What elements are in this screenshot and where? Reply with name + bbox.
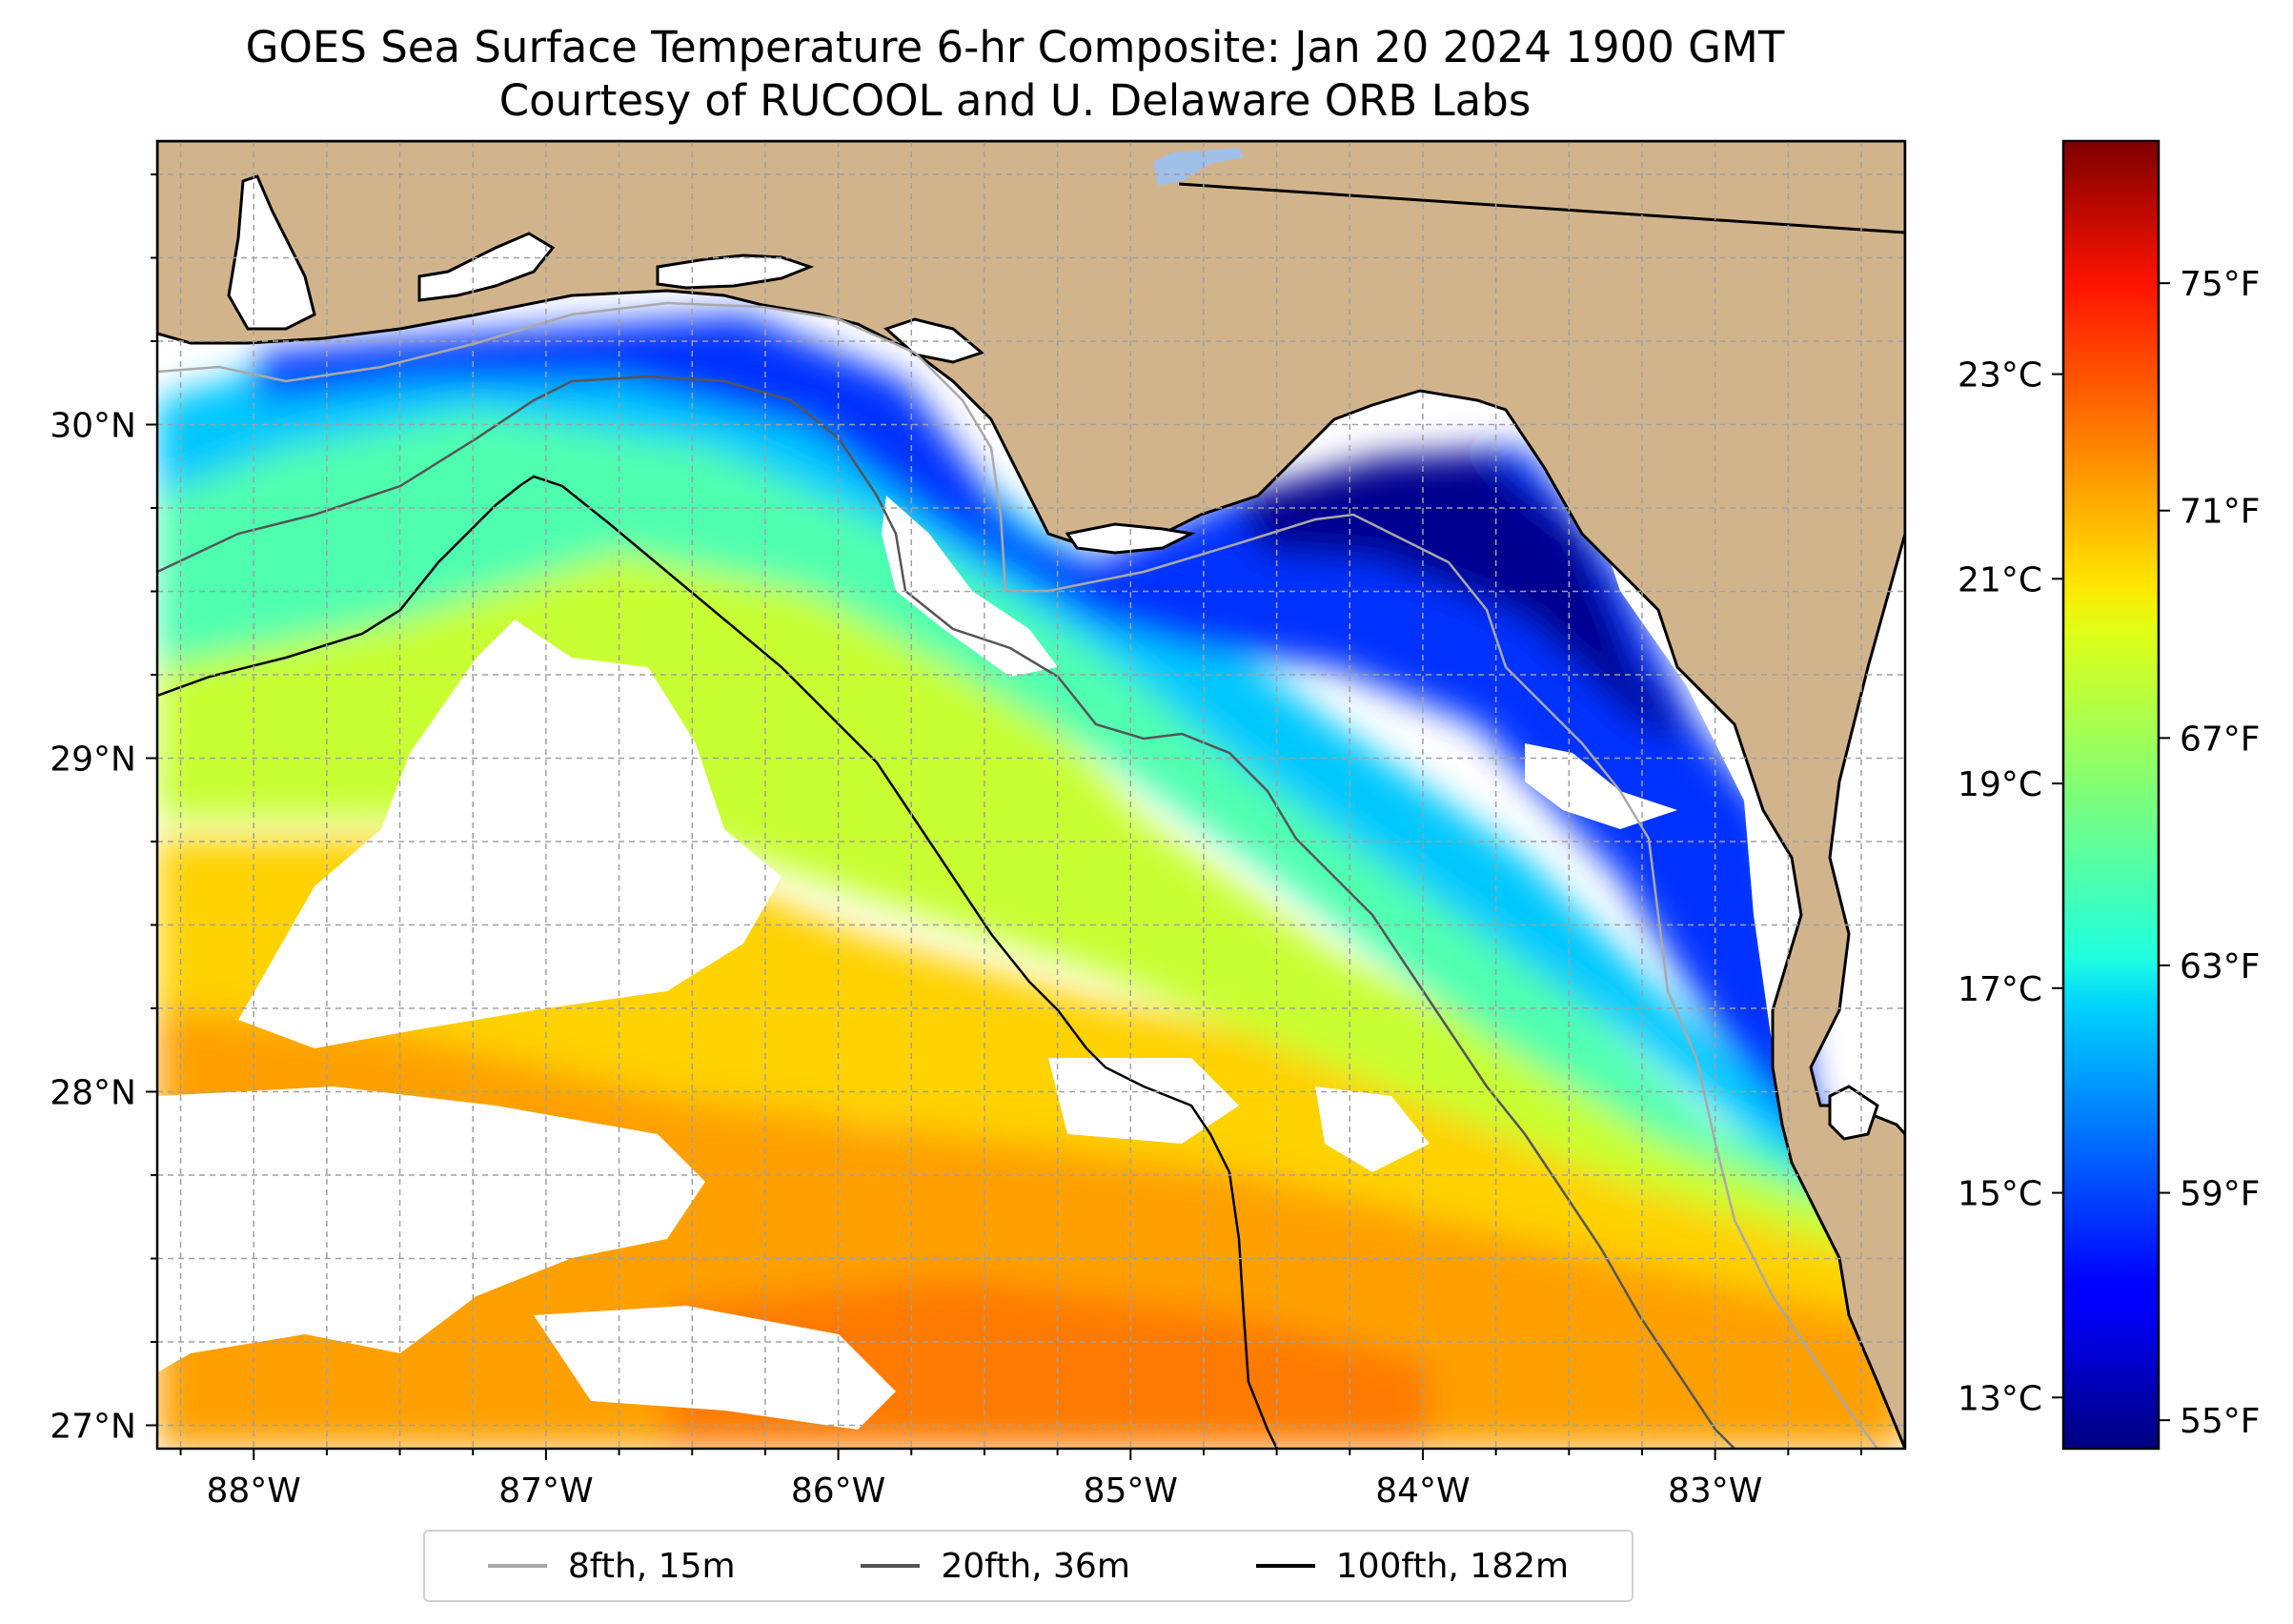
lon-tick-label: 87°W [498, 1472, 593, 1511]
no-data-patch-bigbend [1525, 743, 1677, 829]
map-area [157, 141, 1905, 1449]
no-data-patch-southwest [157, 1086, 705, 1372]
colorbar-f-label: 71°F [2180, 493, 2261, 532]
state-boundary [1178, 182, 1905, 234]
colorbar-f-label: 75°F [2180, 265, 2261, 304]
legend-swatch-20fth [861, 1564, 921, 1568]
legend-label-100fth: 100fth, 182m [1335, 1546, 1570, 1586]
no-data-patch-south [534, 1306, 896, 1430]
no-data-patch-central [1048, 1058, 1239, 1144]
lat-tick-label: 27°N [50, 1408, 136, 1447]
lon-tick-label: 84°W [1375, 1472, 1470, 1511]
colorbar-celsius-ticks: 13°C 15°C 17°C 19°C 21°C 23°C [1958, 356, 2063, 1418]
lon-tick-label: 85°W [1084, 1472, 1178, 1511]
legend-label-8fth: 8fth, 15m [567, 1546, 736, 1586]
lat-tick-label: 30°N [50, 407, 136, 446]
lon-tick-label: 88°W [207, 1472, 301, 1511]
map-title: GOES Sea Surface Temperature 6-hr Compos… [245, 22, 1785, 72]
sst-cyan-band [157, 362, 1905, 1229]
isobath-legend: 8fth, 15m 20fth, 36m 100fth, 182m [423, 1530, 1634, 1602]
legend-swatch-100fth [1255, 1564, 1315, 1568]
lat-tick-label: 28°N [50, 1074, 136, 1113]
coastal-bays [227, 174, 1879, 1141]
legend-label-20fth: 20fth, 36m [941, 1546, 1130, 1586]
legend-item-8fth: 8fth, 15m [487, 1546, 736, 1586]
inland-lake [1153, 148, 1244, 186]
sst-navy-band [1239, 453, 1696, 743]
colorbar-f-label: 67°F [2180, 720, 2261, 759]
no-data-patch-west [238, 619, 781, 1048]
isobath-20fth [157, 375, 1735, 1449]
colorbar-c-label: 13°C [1958, 1379, 2042, 1418]
isobath-8fth [157, 301, 1878, 1449]
lat-tick-label: 29°N [50, 741, 136, 780]
colorbar-c-label: 21°C [1958, 560, 2042, 599]
latitude-axis: 27°N 28°N 29°N 30°N [50, 173, 157, 1447]
lon-tick-label: 86°W [791, 1472, 885, 1511]
legend-swatch-8fth [487, 1564, 547, 1568]
map-subtitle: Courtesy of RUCOOL and U. Delaware ORB L… [498, 75, 1532, 126]
colorbar-c-label: 17°C [1958, 970, 2042, 1009]
sst-lightblue-band [157, 324, 1905, 1210]
pensacola-bay [417, 232, 556, 302]
colorbar-c-label: 19°C [1958, 765, 2042, 804]
colorbar-c-label: 15°C [1958, 1175, 2042, 1214]
colorbar-c-label: 23°C [1958, 356, 2042, 396]
legend-item-20fth: 20fth, 36m [861, 1547, 1130, 1586]
map-frame [155, 139, 1907, 1451]
no-data-patch-apalachicola [882, 496, 1058, 677]
colorbar [2061, 139, 2161, 1451]
mobile-bay [227, 174, 316, 331]
colorbar-f-label: 55°F [2180, 1402, 2261, 1441]
colorbar-f-label: 59°F [2180, 1175, 2261, 1214]
lon-tick-label: 83°W [1668, 1472, 1762, 1511]
colorbar-f-label: 63°F [2180, 947, 2261, 986]
apalachee-bay-shore [1065, 522, 1196, 555]
colorbar-fahrenheit-ticks: 55°F 59°F 63°F 67°F 71°F 75°F [2159, 265, 2261, 1441]
gridlines [157, 141, 1905, 1449]
isobath-100fth [157, 475, 1279, 1449]
tampa-bay [1828, 1085, 1879, 1141]
legend-item-100fth: 100fth, 182m [1255, 1546, 1570, 1586]
longitude-axis: 88°W 87°W 86°W 85°W 84°W 83°W [179, 1449, 1862, 1511]
no-data-patch-east [1315, 1086, 1430, 1172]
